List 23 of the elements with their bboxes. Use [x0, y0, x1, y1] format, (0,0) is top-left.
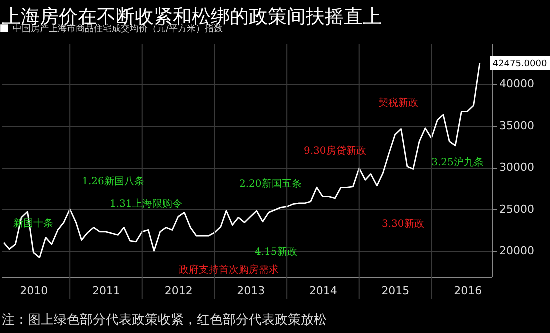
y-tick-label: 20000 [500, 244, 534, 258]
x-tick-label: 2010 [20, 284, 48, 298]
x-tick-label: 2012 [164, 284, 193, 298]
annotation: 政府支持首次购房需求 [179, 264, 280, 276]
x-tick-label: 2014 [309, 284, 338, 298]
y-tick-label: 40000 [500, 78, 534, 91]
annotation: 3.25沪九条 [432, 156, 484, 168]
annotation: 1.31上海限购令 [110, 198, 182, 210]
x-tick-label: 2016 [454, 284, 482, 298]
x-tick-label: 2011 [92, 284, 120, 298]
annotation: 2.20新国五条 [240, 178, 302, 190]
y-tick-label: 30000 [500, 161, 534, 174]
annotation: 4.15新政 [255, 246, 298, 258]
x-tick-label: 2013 [237, 284, 266, 298]
annotation: 9.30房贷新政 [304, 145, 366, 157]
y-tick-label: 25000 [500, 202, 534, 216]
annotation: 1.26新国八条 [82, 175, 144, 188]
data-label: 42475.0000 [492, 59, 548, 70]
annotation: 3.30新政 [382, 218, 424, 230]
text: 注：图上绿色部分代表政策收紧，红色部分代表政策放松 [2, 313, 327, 328]
annotation: 契税新政 [378, 96, 418, 109]
x-tick-label: 2015 [382, 284, 410, 298]
y-tick-label: 35000 [500, 119, 534, 132]
